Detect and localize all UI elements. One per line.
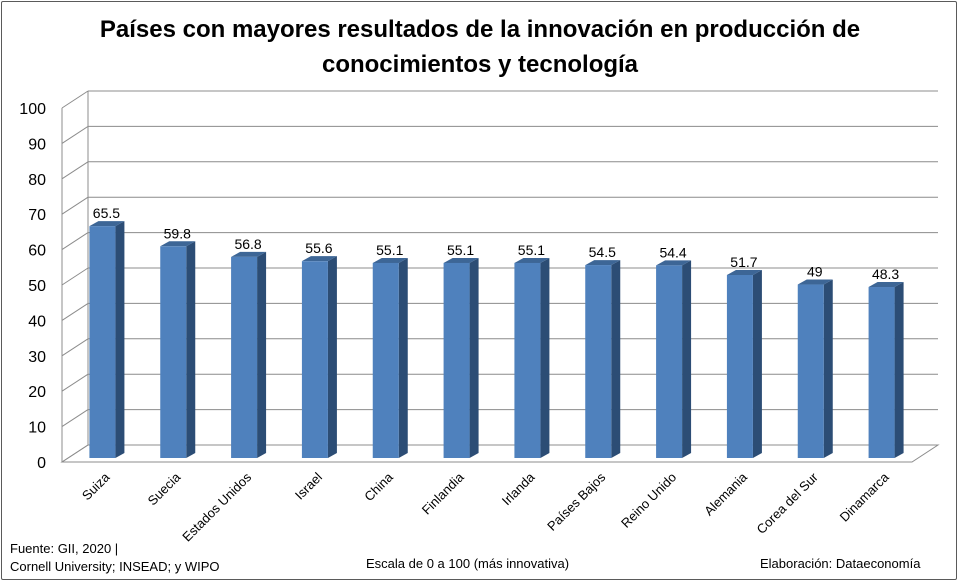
bar-top (585, 260, 621, 266)
bar-side (752, 269, 762, 458)
x-tick-label: Finlandia (419, 469, 467, 517)
data-label: 48.3 (872, 266, 899, 282)
credit-note: Elaboración: Dataeconomía (760, 556, 921, 571)
bar-side (327, 256, 337, 458)
bar (372, 262, 399, 458)
x-tick-label: Alemania (701, 469, 750, 518)
x-tick-label: Países Bajos (544, 469, 609, 534)
bar-top (372, 257, 408, 263)
bar-side (823, 279, 833, 458)
bar-top (726, 269, 762, 275)
data-label: 55.1 (376, 242, 403, 258)
data-label: 51.7 (730, 254, 757, 270)
y-tick-label: 10 (28, 420, 46, 437)
data-label: 59.8 (164, 225, 191, 241)
bar (868, 287, 895, 458)
bar-side (611, 260, 621, 458)
bar-top (514, 257, 550, 263)
bar (514, 262, 541, 458)
bar-top (301, 256, 337, 262)
gridline-wall (61, 232, 89, 251)
source-line-2: Cornell University; INSEAD; y WIPO (10, 559, 220, 574)
gridline-wall (61, 125, 89, 144)
y-tick-label: 20 (28, 384, 46, 401)
x-tick-label: Dinamarca (837, 469, 893, 525)
gridline-wall (61, 90, 89, 109)
bar-side (469, 257, 479, 458)
chart-floor (60, 444, 940, 463)
bar-top (89, 221, 125, 227)
bar (797, 284, 824, 458)
bar (231, 256, 258, 458)
bar (89, 226, 116, 458)
bar-side (115, 221, 125, 458)
bar (301, 261, 328, 458)
bar-top (797, 279, 833, 285)
x-tick-label: China (361, 469, 396, 504)
gridline-wall (61, 373, 89, 392)
data-label: 55.1 (518, 242, 545, 258)
bar-top (868, 282, 904, 288)
gridline-wall (61, 267, 89, 286)
y-tick-label: 50 (28, 278, 46, 295)
bar-top (443, 257, 479, 263)
gridline-wall (61, 302, 89, 321)
data-label: 56.8 (234, 236, 261, 252)
scale-note: Escala de 0 a 100 (más innovativa) (366, 556, 570, 571)
y-tick-label: 0 (37, 455, 46, 472)
source-line-1: Fuente: GII, 2020 | (10, 541, 119, 556)
x-tick-label: Reino Unido (618, 470, 679, 531)
data-label: 55.1 (447, 242, 474, 258)
data-label: 65.5 (93, 205, 120, 221)
gridline-wall (61, 196, 89, 215)
bar (656, 265, 683, 458)
data-label: 54.4 (659, 244, 686, 260)
bar-side (682, 260, 692, 458)
x-tick-label: Israel (292, 469, 325, 502)
y-tick-label: 70 (28, 207, 46, 224)
data-label: 49 (807, 264, 823, 280)
bar-side (186, 241, 196, 458)
bar-side (894, 282, 904, 458)
bar-side (257, 251, 267, 458)
gridline-wall (61, 161, 89, 180)
y-tick-label: 100 (19, 101, 46, 118)
bar (726, 274, 753, 458)
bar (160, 246, 187, 458)
bar (585, 265, 612, 458)
x-tick-label: Estados Unidos (179, 469, 254, 544)
data-label: 55.6 (305, 240, 332, 256)
x-tick-label: Suiza (79, 469, 113, 503)
x-tick-label: Corea del Sur (754, 469, 822, 537)
y-tick-label: 80 (28, 172, 46, 189)
x-tick-label: Irlanda (499, 469, 538, 508)
y-tick-label: 40 (28, 313, 46, 330)
bar-top (656, 260, 692, 266)
bar-top (231, 251, 267, 257)
bar-side (398, 257, 408, 458)
y-tick-label: 90 (28, 136, 46, 153)
gridline-wall (61, 338, 89, 357)
chart-title: Países con mayores resultados de la inno… (99, 16, 861, 78)
bar-top (160, 241, 196, 247)
bar-side (540, 257, 550, 458)
y-tick-label: 60 (28, 243, 46, 260)
gridline-wall (61, 409, 89, 428)
x-tick-label: Suecia (145, 469, 184, 508)
bar (443, 262, 470, 458)
data-label: 54.5 (589, 244, 616, 260)
y-tick-label: 30 (28, 349, 46, 366)
